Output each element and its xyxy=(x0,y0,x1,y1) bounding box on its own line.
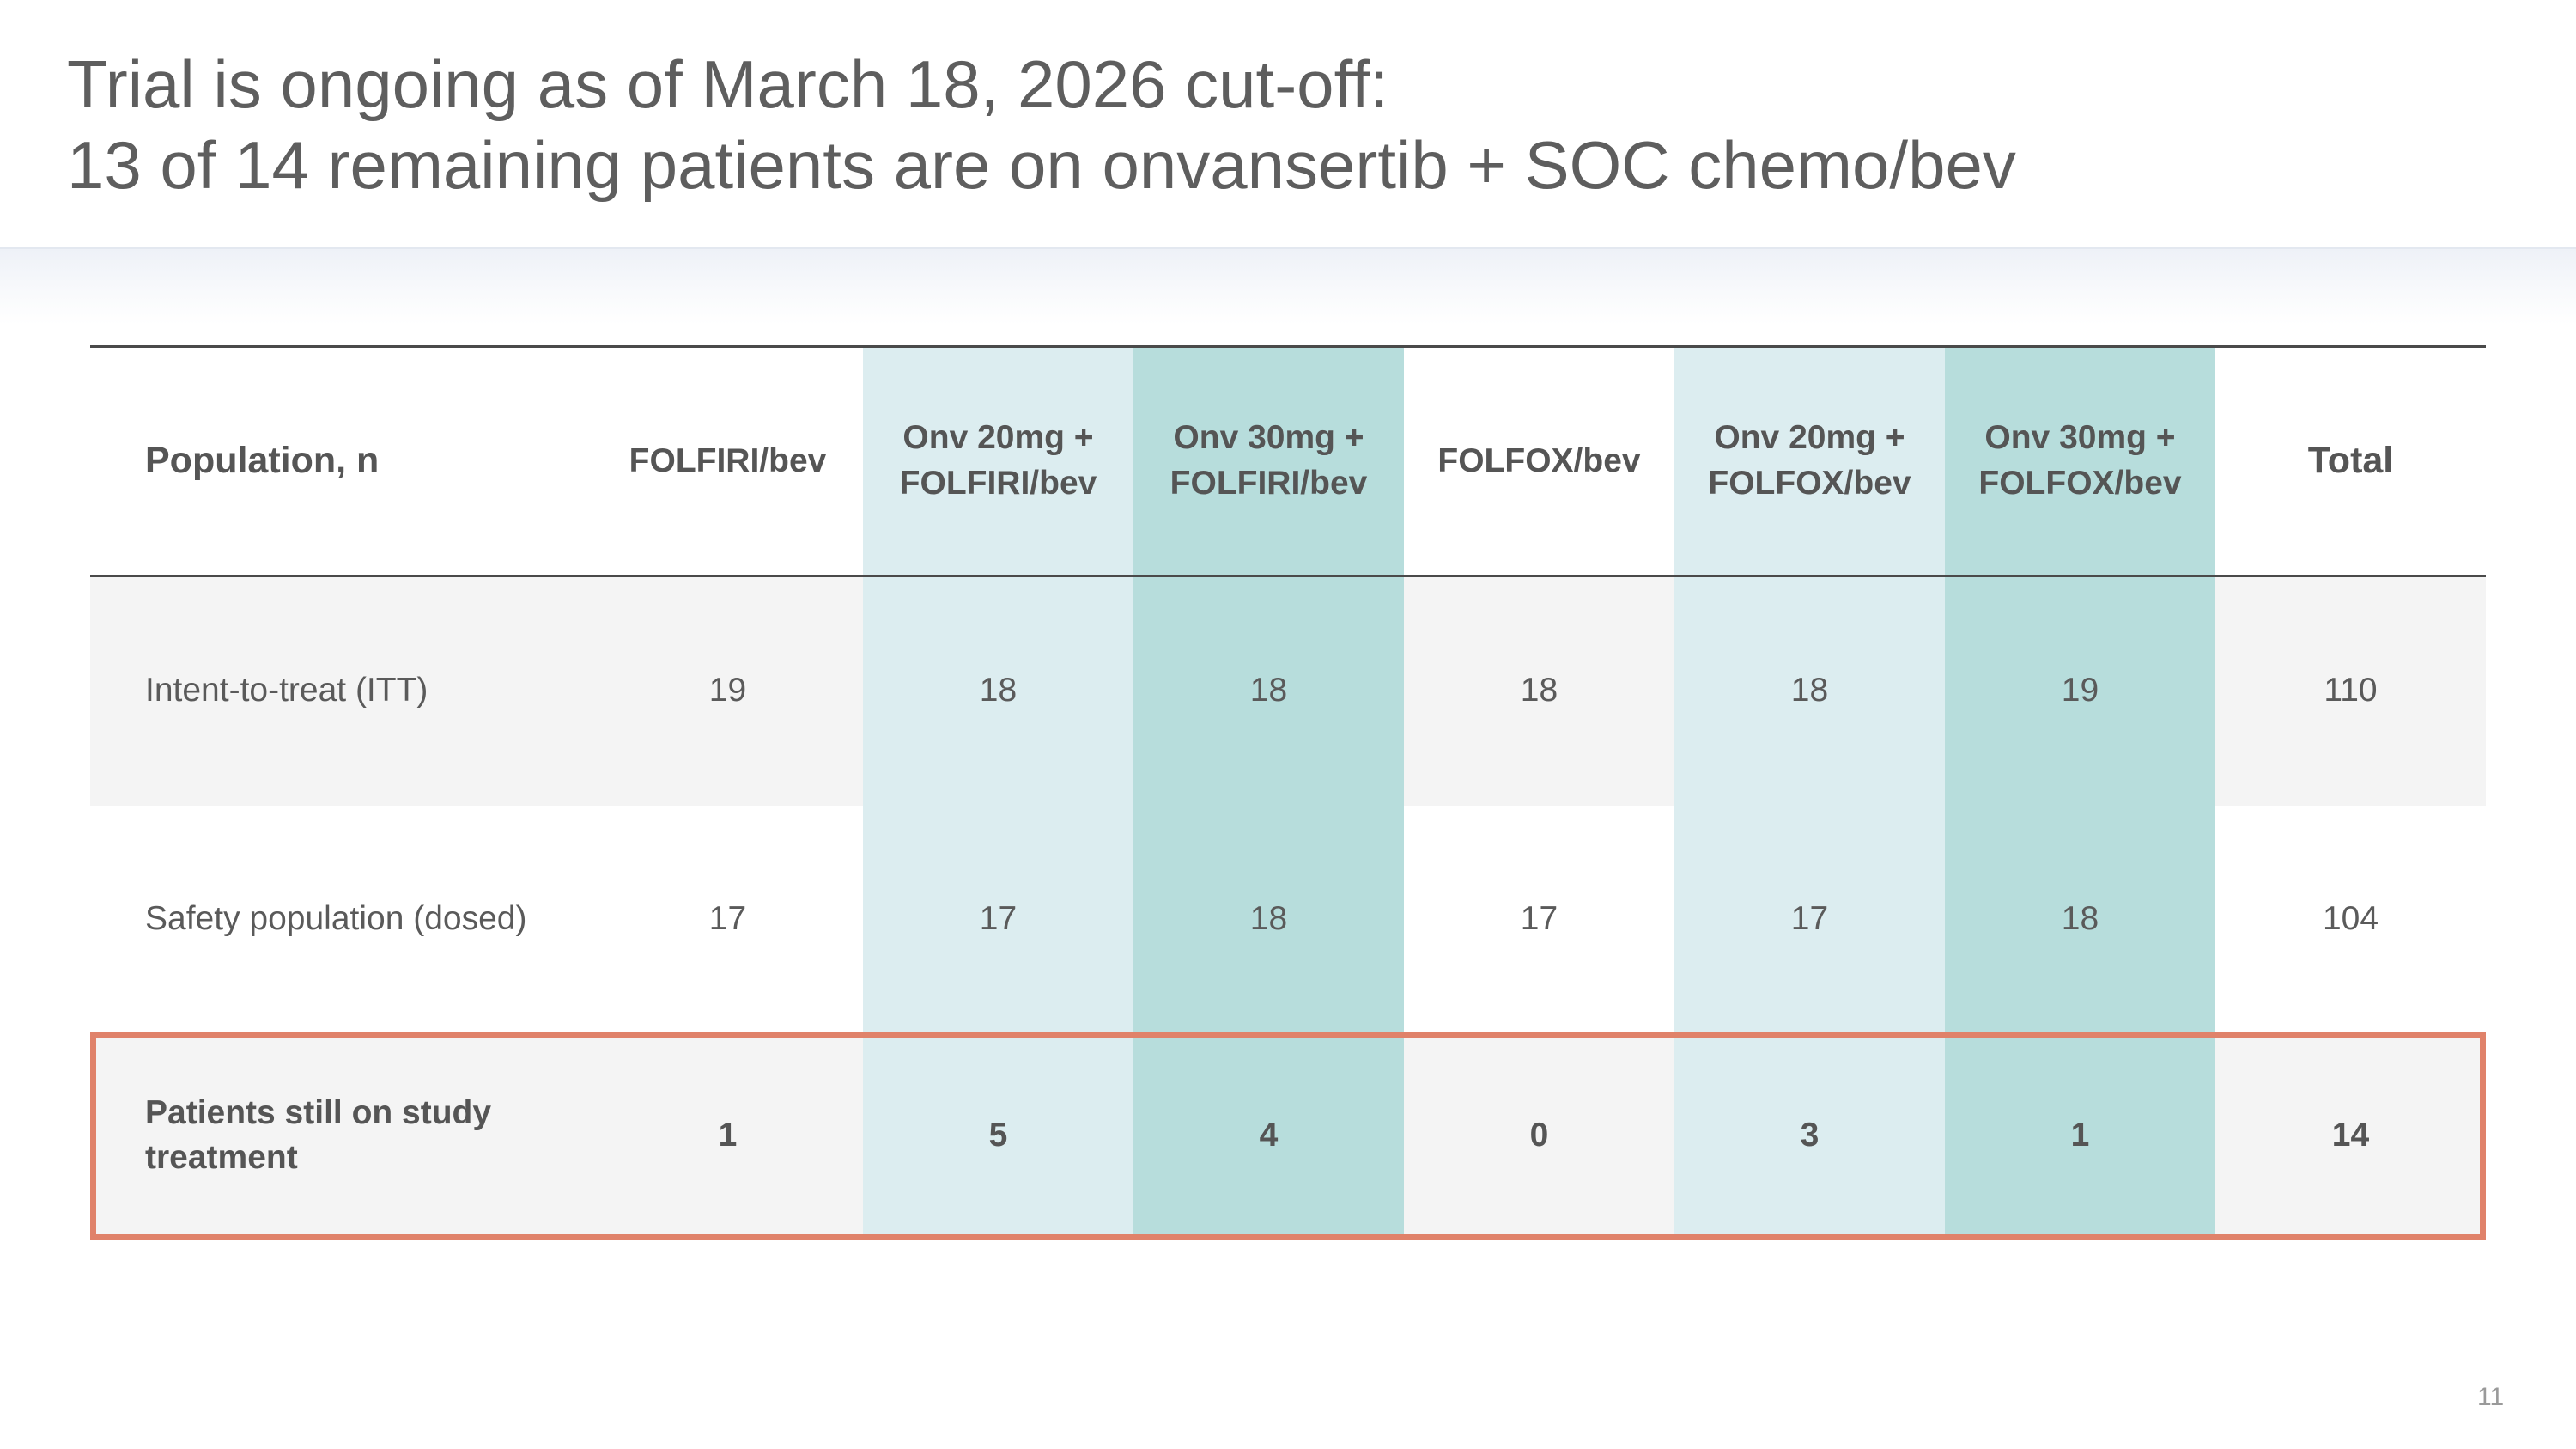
table-cell-total: 110 xyxy=(2324,672,2378,709)
header-folfiri-bev: FOLFIRI/bev xyxy=(629,441,827,479)
table-cell: 4 xyxy=(1259,1117,1279,1154)
on-treatment-highlight-box xyxy=(90,1032,2486,1240)
title-area: Trial is ongoing as of March 18, 2026 cu… xyxy=(0,0,2576,247)
header-population: Population, n xyxy=(145,439,380,481)
col-bg-onv20-folfiri xyxy=(863,345,1133,1239)
table-cell-total: 104 xyxy=(2322,900,2379,937)
col-bg-onv20-folfox xyxy=(1674,345,1945,1239)
table-cell: 0 xyxy=(1529,1117,1549,1154)
table-cell: 19 xyxy=(708,672,747,709)
table-cell: 3 xyxy=(1800,1117,1820,1154)
table-cell: 18 xyxy=(1790,672,1829,709)
table-cell: 18 xyxy=(1520,672,1558,709)
table-cell: 18 xyxy=(979,672,1018,709)
table-cell: 18 xyxy=(1249,672,1288,709)
col-bg-onv30-folfox xyxy=(1945,345,2215,1239)
row-label-on-treatment: Patients still on study treatment xyxy=(145,1094,492,1176)
header-onv20-folfox: Onv 20mg + FOLFOX/bev xyxy=(1708,419,1911,502)
table-cell: 17 xyxy=(1790,900,1829,937)
table-cell: 17 xyxy=(708,900,747,937)
header-folfox-bev: FOLFOX/bev xyxy=(1437,441,1641,479)
title-divider-band xyxy=(0,247,2576,325)
table-cell: 19 xyxy=(2061,672,2099,709)
row-label-safety: Safety population (dosed) xyxy=(145,900,527,937)
table-cell: 17 xyxy=(1520,900,1558,937)
table-cell: 5 xyxy=(988,1117,1008,1154)
table-cell: 1 xyxy=(2070,1117,2090,1154)
header-onv20-folfiri: Onv 20mg + FOLFIRI/bev xyxy=(899,419,1097,502)
header-total: Total xyxy=(2307,439,2394,481)
table-cell: 17 xyxy=(979,900,1018,937)
population-table: Population, n FOLFIRI/bev Onv 20mg + FOLF… xyxy=(90,345,2486,1243)
slide-title-line-1: Trial is ongoing as of March 18, 2026 cu… xyxy=(67,46,1389,122)
table-top-rule xyxy=(90,345,2486,348)
header-bottom-rule xyxy=(90,575,2486,577)
table-cell: 1 xyxy=(718,1117,738,1154)
slide-title-line-2: 13 of 14 remaining patients are on onvan… xyxy=(67,127,2016,203)
header-onv30-folfiri: Onv 30mg + FOLFIRI/bev xyxy=(1170,419,1368,502)
table-cell: 18 xyxy=(1249,900,1288,937)
page-number: 11 xyxy=(2477,1383,2505,1411)
col-bg-onv30-folfiri xyxy=(1133,345,1404,1239)
table-cell: 18 xyxy=(2061,900,2099,937)
table-cell-total: 14 xyxy=(2331,1117,2370,1154)
row-label-itt: Intent-to-treat (ITT) xyxy=(145,672,428,709)
header-onv30-folfox: Onv 30mg + FOLFOX/bev xyxy=(1978,419,2182,502)
